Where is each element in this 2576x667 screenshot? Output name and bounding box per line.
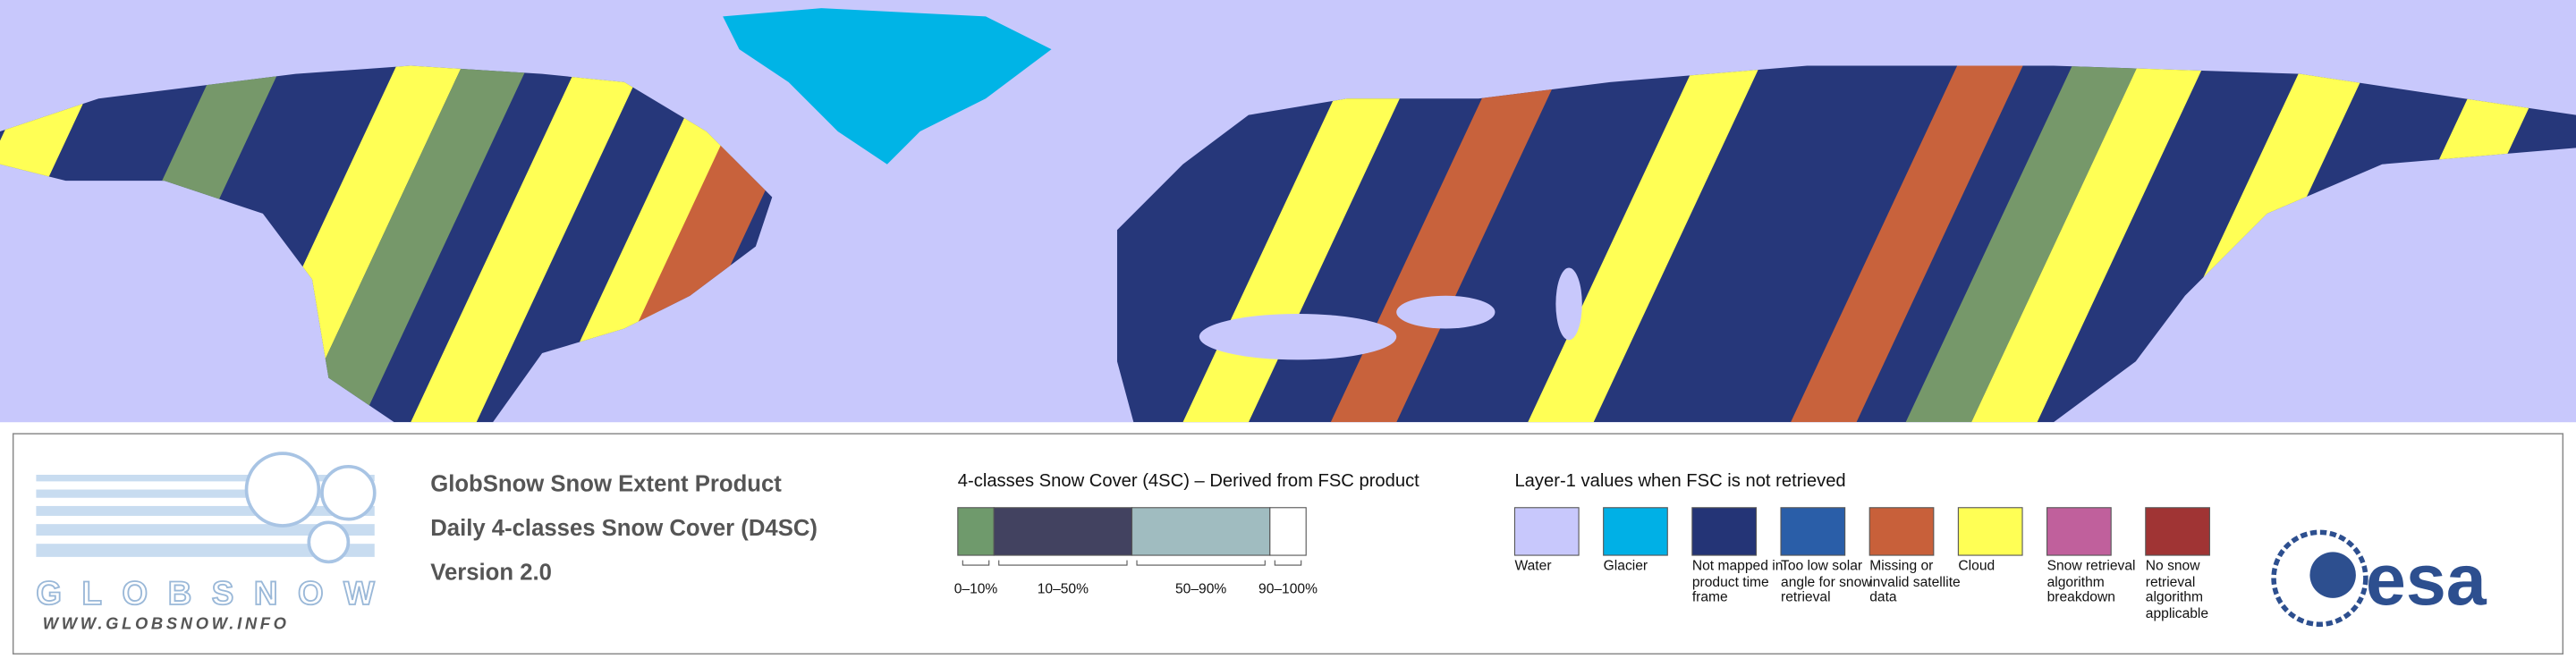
class-bracket [1274, 560, 1302, 566]
layer1-swatch [2046, 507, 2112, 556]
four-class-legend: 0–10% 10–50% 50–90% 90–100% [954, 507, 1318, 596]
layer1-label-box: Water [1514, 558, 1552, 574]
class-swatch [993, 507, 1133, 556]
layer1-label: Snow retrieval algorithm breakdown [2046, 558, 2136, 605]
layer1-label: Not mapped in product time frame [1691, 558, 1784, 605]
swath-stripe [1791, 65, 2054, 423]
map-land [0, 65, 2576, 423]
class-label: 50–90% [1175, 581, 1226, 596]
caspian-sea [1555, 267, 1582, 341]
layer1-swatch [1513, 507, 1580, 556]
swath-stripe [295, 65, 559, 423]
layer1-heading: Layer-1 values when FSC is not retrieved [1514, 471, 1845, 491]
layer1-label: Missing or invalid satellite data [1869, 558, 1961, 605]
layer1-legend: Water Glacier Not mapped in product time f… [1513, 507, 2210, 621]
swath-stripe [1971, 65, 2234, 423]
layer1-label-box: Not mapped in product time frame [1691, 558, 1784, 605]
class-label: 0–10% [954, 581, 998, 596]
product-title: GlobSnow Snow Extent Product [430, 471, 782, 496]
swath-stripe [1182, 65, 1446, 423]
layer1-label-box: Glacier [1603, 558, 1648, 574]
layer1-label-box: Cloud [1958, 558, 1996, 574]
layer1-label-box: Snow retrieval algorithm breakdown [2046, 558, 2136, 605]
greenland [723, 8, 1052, 165]
layer1-label: Too low solar angle for snow retrieval [1781, 558, 1872, 605]
layer1-label-box: Missing or invalid satellite data [1869, 558, 1961, 605]
class-bracket [1136, 560, 1266, 566]
swath-stripe [411, 65, 674, 423]
class-label: 90–100% [1258, 581, 1318, 596]
layer1-swatch [2145, 507, 2210, 556]
swath-stripe [1905, 65, 2169, 423]
layer1-label: Water [1514, 558, 1552, 574]
four-class-heading: 4-classes Snow Cover (4SC) – Derived fro… [958, 471, 1419, 491]
class-swatch [1269, 507, 1307, 556]
layer1-label: Glacier [1603, 558, 1648, 574]
product-version: Version 2.0 [430, 561, 552, 586]
product-subtitle: Daily 4-classes Snow Cover (D4SC) [430, 516, 818, 541]
swath-stripe [1330, 65, 1594, 423]
swath-stripe [1528, 65, 1792, 423]
logo-url: WWW.GLOBSNOW.INFO [43, 614, 290, 633]
class-swatch [957, 507, 995, 556]
class-bracket [962, 560, 990, 566]
layer1-swatch [1603, 507, 1668, 556]
layer1-label: Cloud [1958, 558, 1996, 574]
esa-text: esa [2366, 540, 2487, 621]
class-bracket [998, 560, 1128, 566]
layer1-label: No snow retrieval algorithm applicable [2145, 558, 2209, 621]
layer1-label-box: No snow retrieval algorithm applicable [2145, 558, 2209, 621]
black-sea [1396, 295, 1496, 329]
mediterranean [1199, 313, 1397, 360]
class-swatch [1131, 507, 1271, 556]
esa-logo: esa [2271, 529, 2487, 627]
layer1-swatch [1780, 507, 1846, 556]
layer1-label-box: Too low solar angle for snow retrieval [1781, 558, 1872, 605]
layer1-swatch [1868, 507, 1935, 556]
layer1-swatch [1957, 507, 2023, 556]
class-label: 10–50% [1038, 581, 1089, 596]
layer1-swatch [1691, 507, 1758, 556]
